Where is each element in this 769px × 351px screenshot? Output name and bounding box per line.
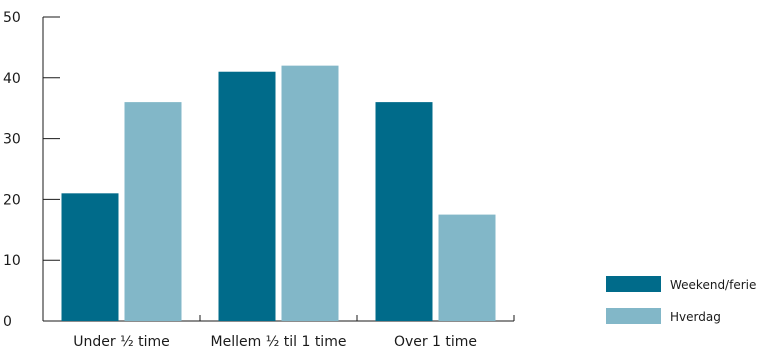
y-tick-label: 10 bbox=[3, 253, 21, 269]
y-tick-label: 40 bbox=[3, 71, 21, 87]
legend-swatch bbox=[606, 308, 661, 324]
legend-label: Hverdag bbox=[670, 310, 721, 324]
y-tick-label: 20 bbox=[3, 192, 21, 208]
bar-weekend-ferie-0 bbox=[61, 193, 119, 321]
bar-hverdag-1 bbox=[281, 65, 339, 321]
x-category-label: Over 1 time bbox=[394, 334, 477, 350]
bar-weekend-ferie-2 bbox=[375, 102, 433, 322]
legend: Weekend/ferie Hverdag bbox=[606, 276, 756, 324]
x-axis: Under ½ time Mellem ½ til 1 time Over 1 ti… bbox=[43, 315, 515, 350]
bars bbox=[61, 65, 496, 322]
x-category-label: Under ½ time bbox=[73, 334, 169, 350]
bar-hverdag-2 bbox=[438, 214, 496, 321]
legend-label: Weekend/ferie bbox=[670, 278, 756, 292]
y-tick-label: 0 bbox=[3, 314, 12, 330]
legend-swatch bbox=[606, 276, 661, 292]
y-axis: 0 10 20 30 40 50 bbox=[3, 10, 60, 330]
bar-hverdag-0 bbox=[124, 102, 182, 322]
y-tick-label: 50 bbox=[3, 10, 21, 26]
x-category-label: Mellem ½ til 1 time bbox=[211, 334, 347, 350]
bar-weekend-ferie-1 bbox=[218, 71, 276, 321]
y-tick-label: 30 bbox=[3, 132, 21, 148]
